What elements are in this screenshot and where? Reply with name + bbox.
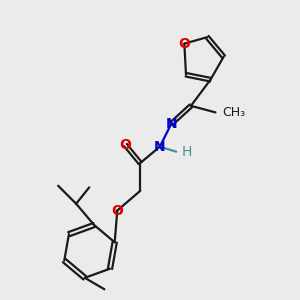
Text: N: N: [166, 117, 177, 131]
Text: N: N: [154, 140, 166, 154]
Text: O: O: [119, 138, 131, 152]
Text: H: H: [182, 145, 192, 159]
Text: CH₃: CH₃: [223, 106, 246, 119]
Text: O: O: [178, 37, 190, 51]
Text: O: O: [111, 203, 123, 218]
